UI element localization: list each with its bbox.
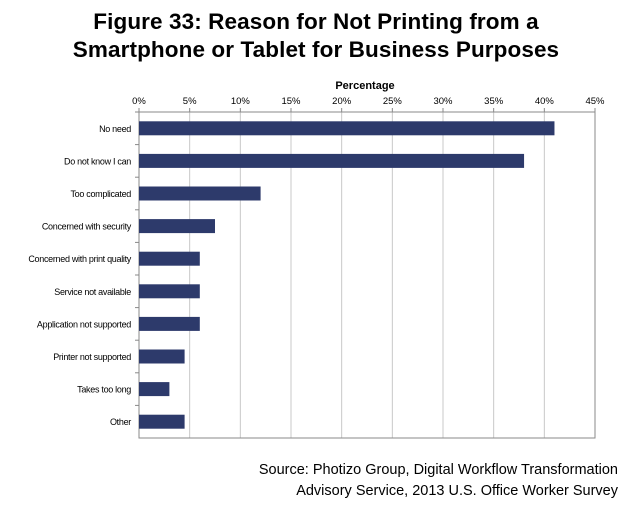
source-note: Source: Photizo Group, Digital Workflow …	[259, 460, 618, 502]
source-line-1: Source: Photizo Group, Digital Workflow …	[258, 462, 618, 478]
x-tick-label: 35%	[484, 96, 504, 107]
bar	[139, 219, 215, 234]
bar	[139, 251, 200, 266]
chart-title: Figure 33: Reason for Not Printing from …	[0, 8, 632, 64]
x-tick-label: 45%	[585, 96, 605, 107]
x-axis-title: Percentage	[335, 80, 394, 92]
bar	[139, 349, 185, 364]
x-tick-label: 0%	[132, 96, 146, 107]
bar	[139, 382, 170, 397]
bar	[139, 153, 525, 168]
x-tick-label: 30%	[433, 96, 453, 107]
x-tick-label: 40%	[535, 96, 555, 107]
bar	[139, 284, 200, 299]
x-tick-label: 15%	[281, 96, 301, 107]
bar	[139, 414, 185, 429]
category-label: Do not know I can	[64, 156, 131, 166]
title-line-2: Smartphone or Tablet for Business Purpos…	[72, 37, 560, 62]
title-line-1: Figure 33: Reason for Not Printing from …	[93, 9, 539, 34]
category-label: Takes too long	[77, 385, 131, 395]
x-tick-label: 10%	[231, 96, 251, 107]
x-tick-label: 25%	[383, 96, 403, 107]
category-label: Too complicated	[70, 189, 131, 199]
category-label: No need	[99, 124, 131, 134]
category-label: Concerned with print quality	[28, 254, 131, 264]
category-label: Service not available	[54, 287, 131, 297]
source-line-2: Advisory Service, 2013 U.S. Office Worke…	[296, 483, 618, 499]
category-label: Printer not supported	[53, 352, 131, 362]
category-label: Concerned with security	[42, 222, 132, 232]
category-label: Application not supported	[37, 319, 131, 329]
x-tick-label: 20%	[332, 96, 352, 107]
bar	[139, 316, 200, 331]
bar	[139, 186, 261, 201]
bar	[139, 121, 555, 136]
category-label: Other	[110, 417, 131, 427]
x-tick-label: 5%	[183, 96, 197, 107]
bar-chart: Percentage 0% 5% 10% 15% 20% 25% 30% 35% 40% 45% No…	[28, 80, 605, 439]
